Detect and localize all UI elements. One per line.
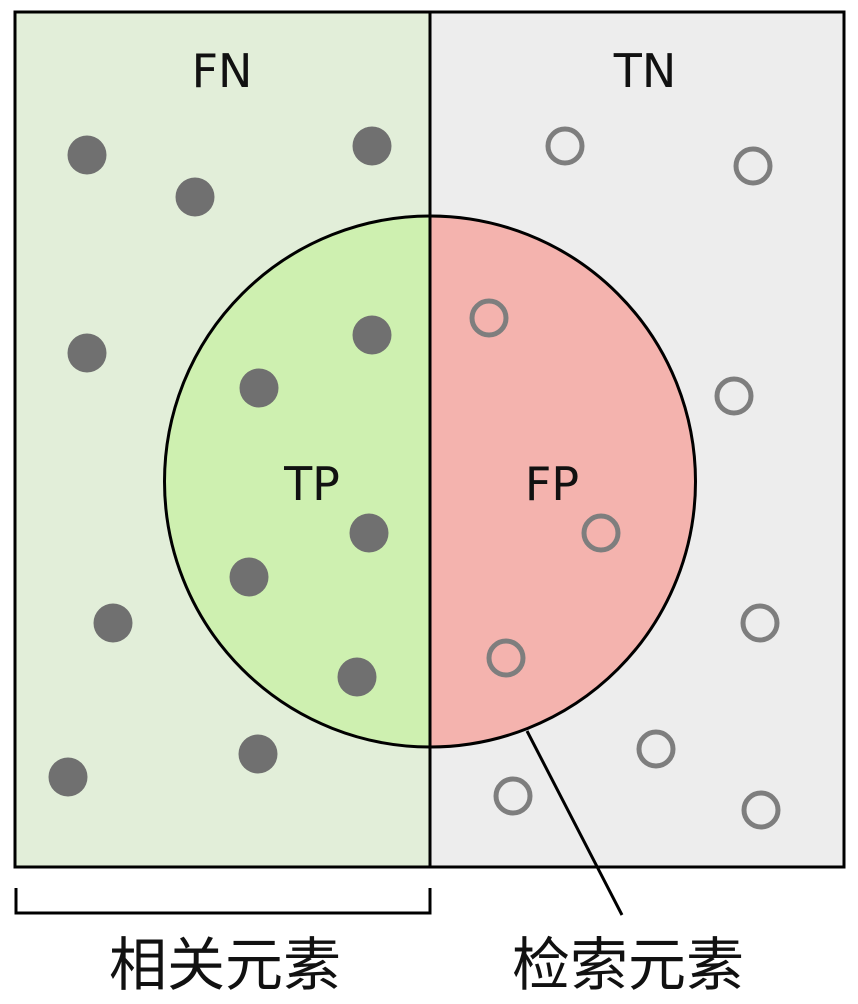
irrelevant-element-ring [714, 376, 754, 416]
relevant-element-dot [349, 513, 389, 553]
relevant-elements-caption: 相关元素 [109, 931, 341, 999]
irrelevant-element-ring [493, 776, 533, 816]
irrelevant-element-ring [581, 513, 621, 553]
relevant-element-dot [175, 177, 215, 217]
relevant-element-dot [48, 757, 88, 797]
relevant-element-dot [229, 557, 269, 597]
relevant-element-dot [337, 657, 377, 697]
irrelevant-element-ring [469, 298, 509, 338]
relevant-element-dot [239, 368, 279, 408]
relevant-elements-bracket [14, 888, 432, 915]
sample-points [48, 126, 781, 830]
relevant-element-dot [352, 126, 392, 166]
irrelevant-element-ring [636, 729, 676, 769]
relevant-element-dot [67, 135, 107, 175]
relevant-element-dot [352, 315, 392, 355]
fn-label: FN [192, 44, 253, 98]
relevant-element-dot [238, 734, 278, 774]
tp-label: TP [283, 457, 340, 511]
retrieved-elements-caption: 检索元素 [512, 931, 744, 999]
irrelevant-element-ring [740, 603, 780, 643]
retrieved-elements-pointer [525, 730, 624, 916]
relevant-element-dot [93, 603, 133, 643]
irrelevant-element-ring [733, 146, 773, 186]
irrelevant-element-ring [545, 126, 585, 166]
false-positive-half-circle [430, 216, 696, 747]
relevant-element-dot [67, 333, 107, 373]
irrelevant-element-ring [486, 638, 526, 678]
tn-label: TN [613, 44, 677, 98]
irrelevant-element-ring [741, 790, 781, 830]
universe-frame [13, 10, 846, 869]
fp-label: FP [525, 457, 579, 511]
